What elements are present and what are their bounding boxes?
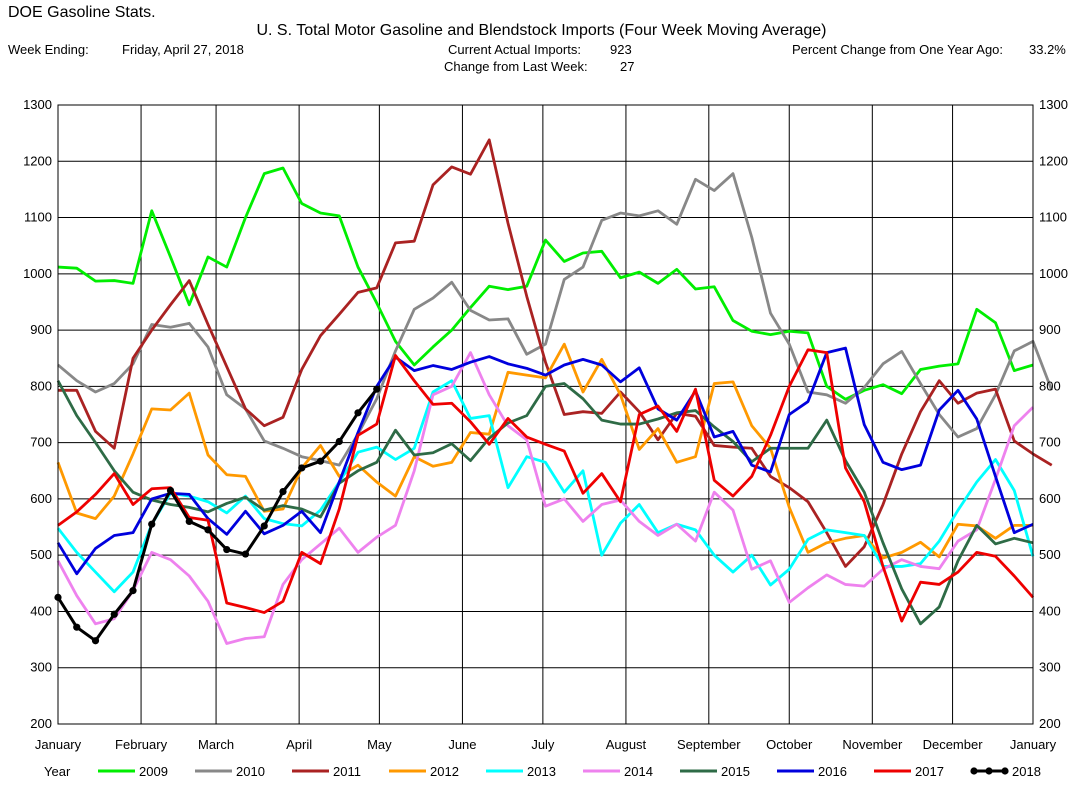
series-layer (54, 138, 1054, 645)
y-tick-label-left: 300 (30, 660, 52, 675)
data-point-2018 (73, 623, 81, 631)
legend-label-2013: 2013 (527, 764, 556, 779)
y-tick-label-right: 500 (1039, 547, 1061, 562)
y-tick-label-left: 600 (30, 491, 52, 506)
y-tick-label-left: 900 (30, 322, 52, 337)
data-point-2018 (110, 610, 118, 618)
y-tick-label-left: 1000 (23, 266, 52, 281)
series-line-2015 (56, 380, 1034, 626)
percent-change-label: Percent Change from One Year Ago: (792, 42, 1004, 57)
series-line-2017 (57, 348, 1035, 623)
x-tick-label: December (923, 737, 984, 752)
x-tick-label: January (1010, 737, 1057, 752)
y-tick-label-right: 600 (1039, 491, 1061, 506)
y-tick-label-left: 400 (30, 603, 52, 618)
y-tick-label-left: 800 (30, 378, 52, 393)
data-point-2018 (354, 409, 362, 417)
y-tick-label-left: 500 (30, 547, 52, 562)
series-line-2016 (56, 346, 1034, 576)
current-imports-value: 923 (610, 42, 632, 57)
y-tick-label-right: 1000 (1039, 266, 1068, 281)
y-tick-label-right: 1300 (1039, 97, 1068, 112)
data-point-2018 (166, 486, 175, 495)
data-point-2018 (335, 437, 343, 446)
y-tick-label-right: 400 (1039, 603, 1061, 618)
y-tick-label-left: 200 (30, 716, 52, 731)
y-tick-label-left: 1200 (23, 153, 52, 168)
y-tick-label-right: 200 (1039, 716, 1061, 731)
x-tick-label: October (766, 737, 813, 752)
series-line-2013 (56, 379, 1035, 594)
legend-marker-2018 (985, 767, 993, 775)
y-tick-label-right: 1100 (1039, 210, 1067, 225)
legend-label-2017: 2017 (915, 764, 944, 779)
data-point-2018 (260, 522, 268, 530)
legend-label-2011: 2011 (333, 764, 361, 779)
legend-marker-2018 (970, 767, 978, 775)
y-tick-label-right: 1200 (1039, 153, 1068, 168)
data-point-2018 (148, 520, 156, 528)
week-ending-value: Friday, April 27, 2018 (122, 42, 244, 57)
series-line-2014 (56, 351, 1034, 645)
x-tick-label: April (286, 737, 312, 752)
x-tick-label: June (448, 737, 476, 752)
legend-label-2018: 2018 (1012, 764, 1041, 779)
legend: Year 2009 2010 2011 2012 2013 2014 2015 2016 2017… (44, 764, 1041, 779)
plot-frame (57, 104, 1034, 725)
data-point-2018 (185, 517, 193, 526)
legend-marker-2018 (1001, 767, 1009, 775)
series-line-2012 (56, 342, 1033, 560)
x-tick-label: January (35, 737, 82, 752)
x-tick-label: July (531, 737, 555, 752)
y-tick-label-right: 300 (1039, 660, 1061, 675)
legend-label-2012: 2012 (430, 764, 459, 779)
y-tick-label-left: 700 (30, 435, 52, 450)
x-tick-label: November (842, 737, 903, 752)
legend-label-2015: 2015 (721, 764, 750, 779)
y-tick-label-right: 800 (1039, 378, 1061, 393)
data-point-2018 (298, 464, 306, 472)
series-line-2018 (56, 388, 378, 643)
legend-title: Year (44, 764, 71, 779)
data-point-2018 (373, 385, 381, 393)
data-point-2018 (129, 587, 137, 595)
series-line-2009 (57, 166, 1034, 401)
y-tick-label-left: 1300 (23, 97, 52, 112)
x-tick-label: May (367, 737, 392, 752)
change-from-last-week-label: Change from Last Week: (444, 59, 588, 74)
chart-title: U. S. Total Motor Gasoline and Blendstoc… (256, 22, 827, 39)
series-line-2011 (58, 138, 1053, 568)
x-tick-label: February (115, 737, 168, 752)
grid-layer (58, 105, 1033, 724)
x-tick-label: August (606, 737, 647, 752)
legend-label-2016: 2016 (818, 764, 847, 779)
week-ending-label: Week Ending: (8, 42, 89, 57)
axis-layer: 200 300 400 500 600 700 800 900 1000 1100 1200 1300… (23, 97, 1068, 752)
change-from-last-week-value: 27 (620, 59, 635, 74)
y-tick-label-right: 900 (1039, 322, 1061, 337)
data-point-2018 (223, 545, 231, 554)
x-tick-label: September (677, 737, 741, 752)
x-tick-label: March (198, 737, 234, 752)
data-point-2018 (91, 637, 100, 645)
legend-label-2014: 2014 (624, 764, 653, 779)
data-point-2018 (204, 526, 212, 534)
y-tick-label-left: 1100 (24, 210, 52, 225)
data-point-2018 (241, 550, 250, 558)
app-title: DOE Gasoline Stats. (8, 4, 156, 21)
series-line-2010 (57, 172, 1054, 467)
y-tick-label-right: 700 (1039, 435, 1061, 450)
percent-change-value: 33.2% (1029, 42, 1066, 57)
data-point-2018 (279, 487, 287, 496)
current-imports-label: Current Actual Imports: (448, 42, 581, 57)
data-point-2018 (316, 457, 325, 465)
legend-label-2009: 2009 (139, 764, 168, 779)
legend-label-2010: 2010 (236, 764, 265, 779)
